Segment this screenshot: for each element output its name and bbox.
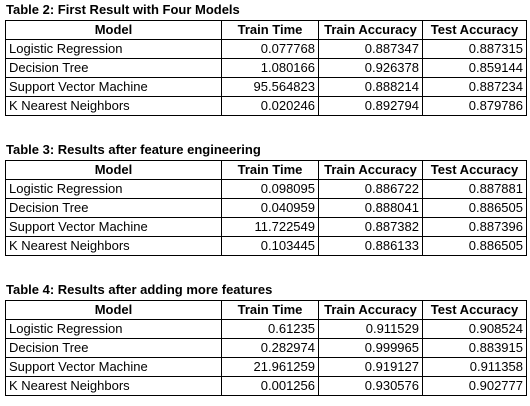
- table-row: Support Vector Machine 95.564823 0.88821…: [5, 77, 527, 97]
- train-accuracy-cell: 0.892794: [318, 96, 423, 116]
- column-header-test-accuracy: Test Accuracy: [422, 300, 527, 320]
- train-time-cell: 95.564823: [221, 77, 319, 97]
- results-table: Model Train Time Train Accuracy Test Acc…: [5, 300, 527, 396]
- train-accuracy-cell: 0.911529: [318, 319, 423, 339]
- test-accuracy-cell: 0.902777: [422, 376, 527, 396]
- train-time-cell: 21.961259: [221, 357, 319, 377]
- train-accuracy-cell: 0.886722: [318, 179, 423, 199]
- header-row: Model Train Time Train Accuracy Test Acc…: [5, 160, 527, 180]
- test-accuracy-cell: 0.886505: [422, 236, 527, 256]
- model-cell: K Nearest Neighbors: [5, 236, 222, 256]
- table-caption: Table 4: Results after adding more featu…: [6, 282, 273, 297]
- train-accuracy-cell: 0.888214: [318, 77, 423, 97]
- model-cell: Support Vector Machine: [5, 77, 222, 97]
- table-row: Logistic Regression 0.098095 0.886722 0.…: [5, 179, 527, 199]
- model-cell: Logistic Regression: [5, 179, 222, 199]
- column-header-train-time: Train Time: [221, 300, 319, 320]
- test-accuracy-cell: 0.887315: [422, 39, 527, 59]
- train-accuracy-cell: 0.886133: [318, 236, 423, 256]
- header-row: Model Train Time Train Accuracy Test Acc…: [5, 20, 527, 40]
- column-header-model: Model: [5, 20, 222, 40]
- column-header-model: Model: [5, 160, 222, 180]
- table-row: K Nearest Neighbors 0.001256 0.930576 0.…: [5, 376, 527, 396]
- model-cell: Decision Tree: [5, 58, 222, 78]
- train-time-cell: 1.080166: [221, 58, 319, 78]
- test-accuracy-cell: 0.859144: [422, 58, 527, 78]
- test-accuracy-cell: 0.879786: [422, 96, 527, 116]
- test-accuracy-cell: 0.887234: [422, 77, 527, 97]
- table-row: Decision Tree 1.080166 0.926378 0.859144: [5, 58, 527, 78]
- table-row: K Nearest Neighbors 0.020246 0.892794 0.…: [5, 96, 527, 116]
- column-header-train-time: Train Time: [221, 20, 319, 40]
- column-header-test-accuracy: Test Accuracy: [422, 20, 527, 40]
- train-time-cell: 0.040959: [221, 198, 319, 218]
- train-accuracy-cell: 0.999965: [318, 338, 423, 358]
- model-cell: K Nearest Neighbors: [5, 376, 222, 396]
- train-accuracy-cell: 0.919127: [318, 357, 423, 377]
- table-caption: Table 2: First Result with Four Models: [6, 2, 240, 17]
- results-table: Model Train Time Train Accuracy Test Acc…: [5, 20, 527, 116]
- table-block-4: Table 4: Results after adding more featu…: [5, 282, 527, 396]
- train-time-cell: 0.282974: [221, 338, 319, 358]
- table-row: Logistic Regression 0.61235 0.911529 0.9…: [5, 319, 527, 339]
- column-header-test-accuracy: Test Accuracy: [422, 160, 527, 180]
- train-time-cell: 0.103445: [221, 236, 319, 256]
- train-time-cell: 11.722549: [221, 217, 319, 237]
- train-accuracy-cell: 0.887347: [318, 39, 423, 59]
- train-accuracy-cell: 0.926378: [318, 58, 423, 78]
- column-header-train-accuracy: Train Accuracy: [318, 300, 423, 320]
- train-time-cell: 0.001256: [221, 376, 319, 396]
- test-accuracy-cell: 0.908524: [422, 319, 527, 339]
- column-header-train-accuracy: Train Accuracy: [318, 20, 423, 40]
- model-cell: K Nearest Neighbors: [5, 96, 222, 116]
- column-header-model: Model: [5, 300, 222, 320]
- table-caption: Table 3: Results after feature engineeri…: [6, 142, 261, 157]
- train-accuracy-cell: 0.888041: [318, 198, 423, 218]
- test-accuracy-cell: 0.887881: [422, 179, 527, 199]
- table-row: K Nearest Neighbors 0.103445 0.886133 0.…: [5, 236, 527, 256]
- test-accuracy-cell: 0.911358: [422, 357, 527, 377]
- model-cell: Decision Tree: [5, 198, 222, 218]
- table-block-3: Table 3: Results after feature engineeri…: [5, 142, 527, 256]
- model-cell: Support Vector Machine: [5, 357, 222, 377]
- column-header-train-time: Train Time: [221, 160, 319, 180]
- table-row: Decision Tree 0.282974 0.999965 0.883915: [5, 338, 527, 358]
- table-row: Logistic Regression 0.077768 0.887347 0.…: [5, 39, 527, 59]
- test-accuracy-cell: 0.887396: [422, 217, 527, 237]
- table-block-2: Table 2: First Result with Four Models M…: [5, 2, 527, 116]
- train-time-cell: 0.61235: [221, 319, 319, 339]
- model-cell: Logistic Regression: [5, 39, 222, 59]
- train-time-cell: 0.020246: [221, 96, 319, 116]
- header-row: Model Train Time Train Accuracy Test Acc…: [5, 300, 527, 320]
- train-accuracy-cell: 0.887382: [318, 217, 423, 237]
- train-accuracy-cell: 0.930576: [318, 376, 423, 396]
- test-accuracy-cell: 0.883915: [422, 338, 527, 358]
- test-accuracy-cell: 0.886505: [422, 198, 527, 218]
- train-time-cell: 0.077768: [221, 39, 319, 59]
- table-row: Support Vector Machine 21.961259 0.91912…: [5, 357, 527, 377]
- model-cell: Support Vector Machine: [5, 217, 222, 237]
- model-cell: Logistic Regression: [5, 319, 222, 339]
- table-row: Support Vector Machine 11.722549 0.88738…: [5, 217, 527, 237]
- model-cell: Decision Tree: [5, 338, 222, 358]
- column-header-train-accuracy: Train Accuracy: [318, 160, 423, 180]
- table-row: Decision Tree 0.040959 0.888041 0.886505: [5, 198, 527, 218]
- results-table: Model Train Time Train Accuracy Test Acc…: [5, 160, 527, 256]
- train-time-cell: 0.098095: [221, 179, 319, 199]
